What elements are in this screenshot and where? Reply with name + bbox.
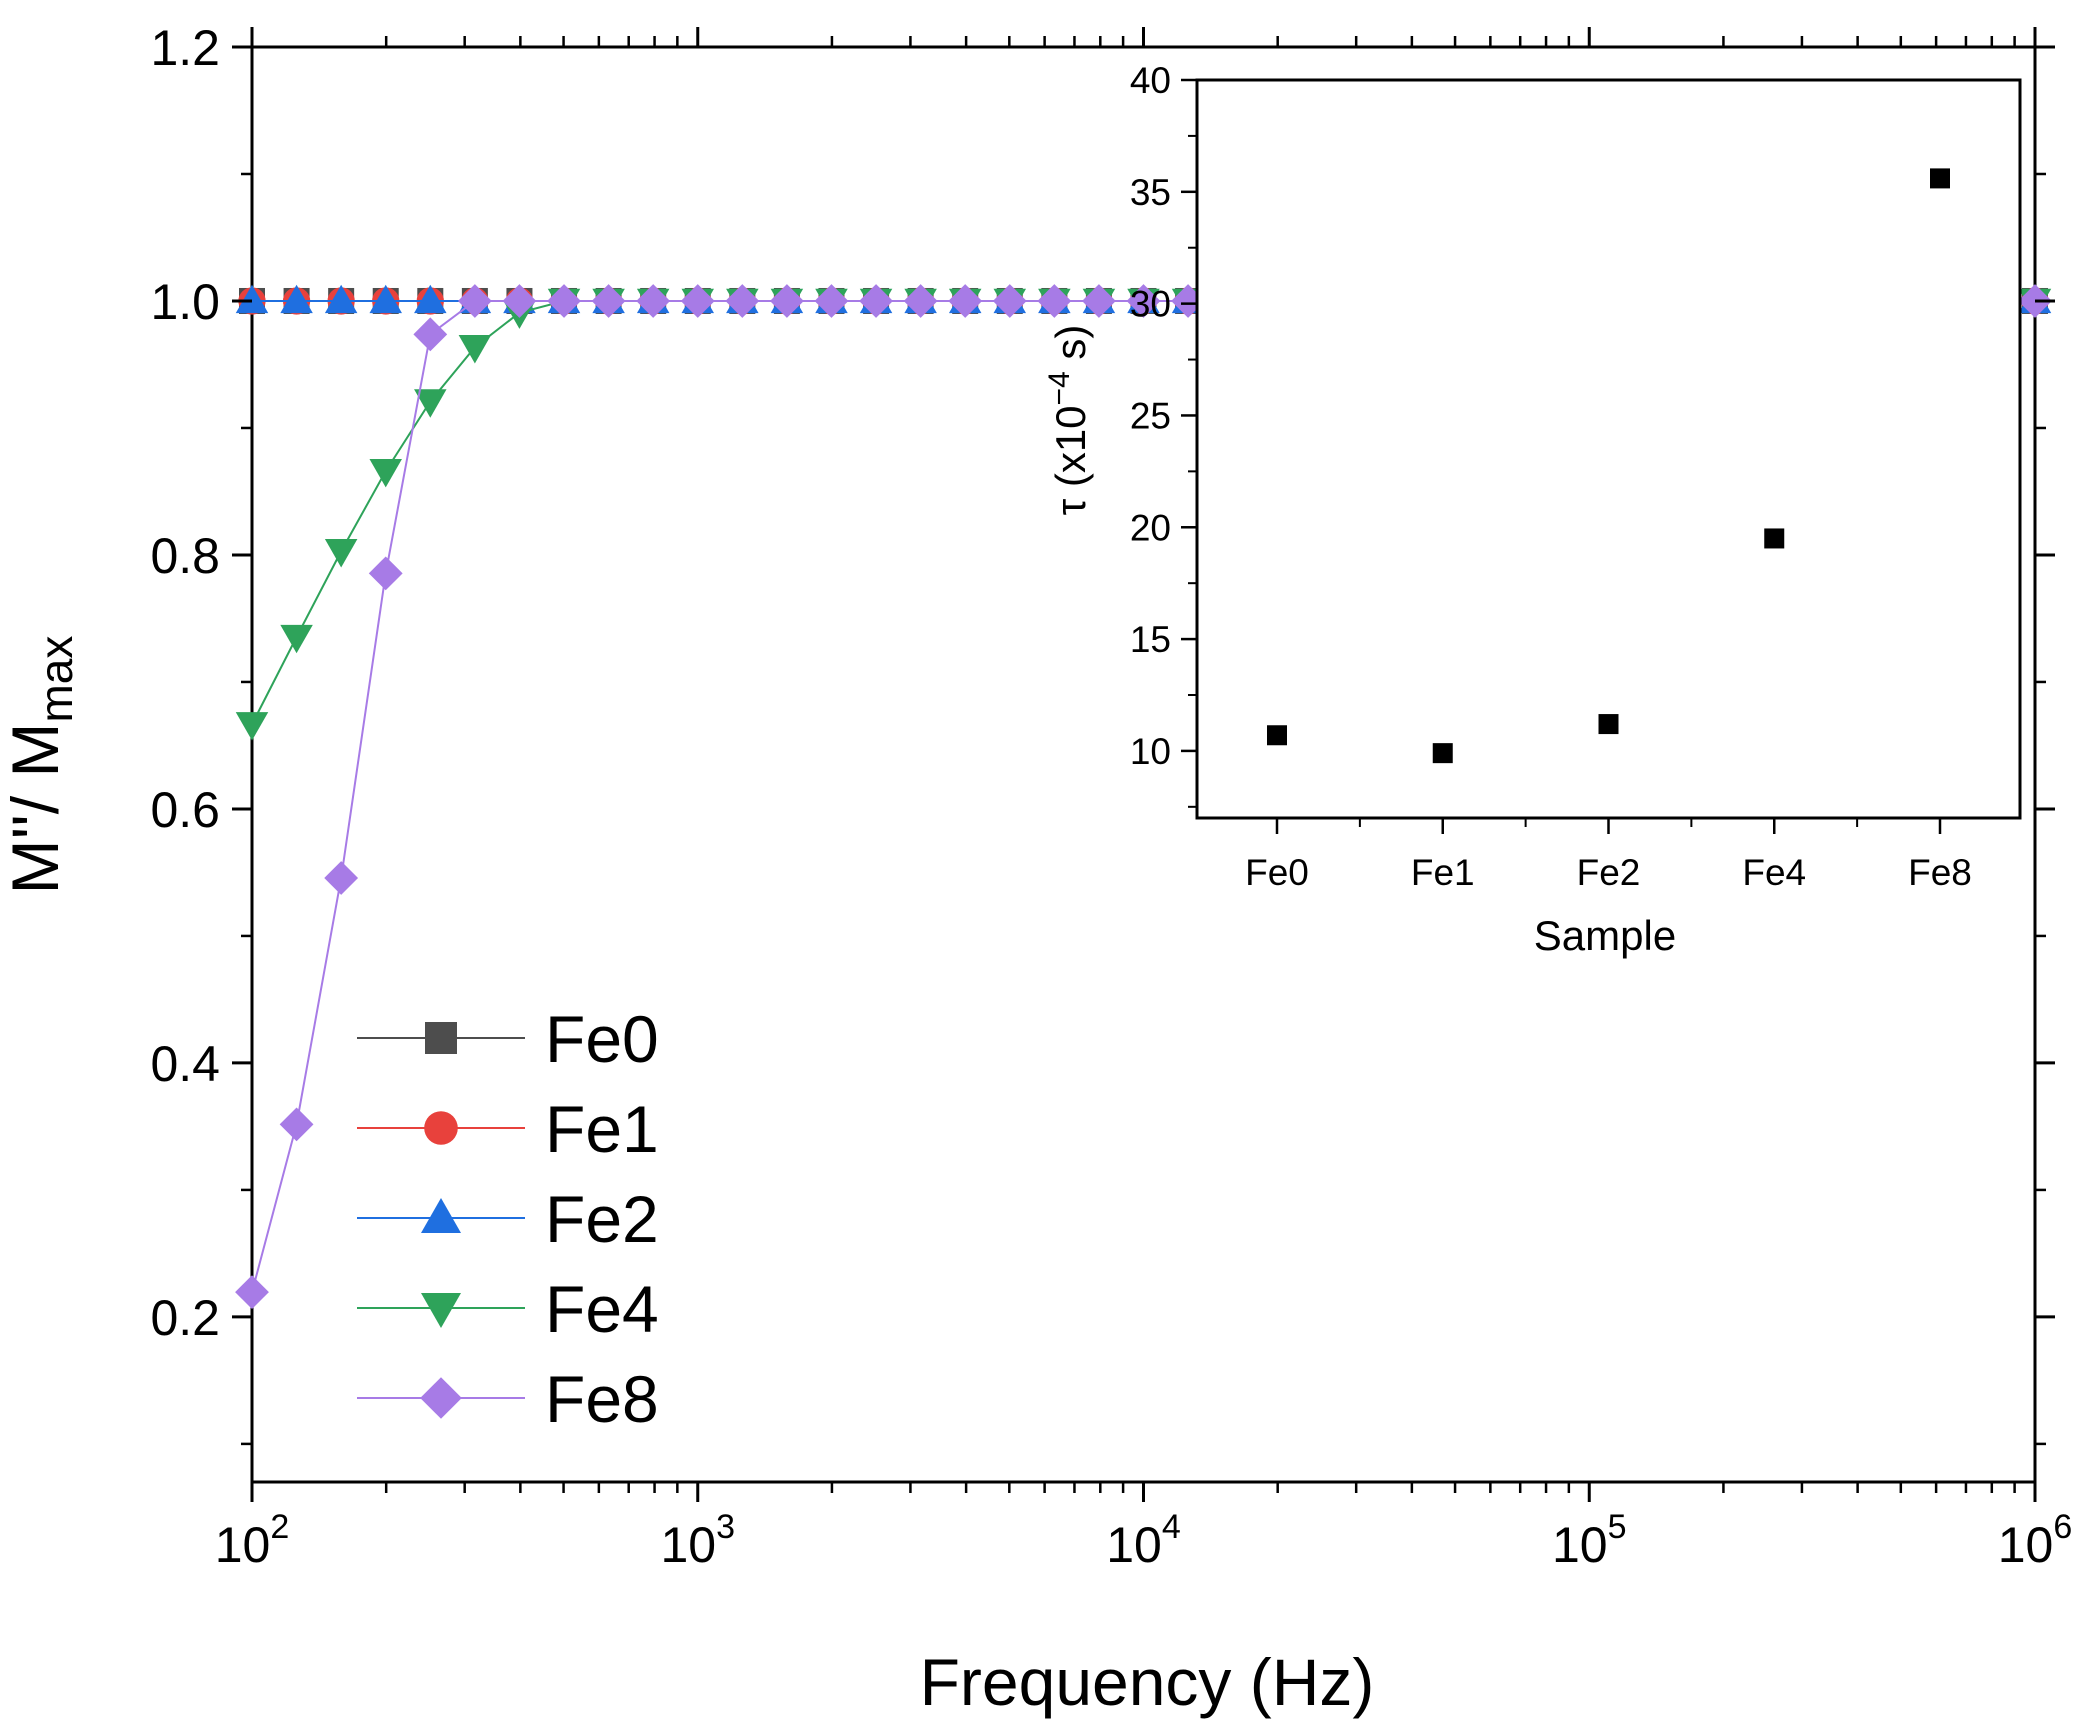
legend-item-Fe2: Fe2 bbox=[357, 1182, 659, 1256]
inset-y-tick-label: 15 bbox=[1130, 619, 1171, 660]
inset-y-tick-label: 30 bbox=[1130, 284, 1171, 325]
inset-y-tick-label: 35 bbox=[1130, 172, 1171, 213]
legend-label: Fe0 bbox=[545, 1002, 659, 1076]
y-tick-label: 0.2 bbox=[150, 1290, 220, 1346]
inset-x-tick-label: Fe4 bbox=[1742, 852, 1806, 893]
inset-x-axis-title: Sample bbox=[1534, 912, 1676, 959]
data-point-Fe8 bbox=[636, 284, 671, 318]
legend-label: Fe8 bbox=[545, 1362, 659, 1436]
main-y-axis-title-subscript: max bbox=[30, 636, 82, 723]
legend-marker-Fe2 bbox=[421, 1198, 461, 1233]
data-point-Fe4 bbox=[369, 458, 402, 488]
legend-item-Fe0: Fe0 bbox=[357, 1002, 659, 1076]
data-point-Fe8 bbox=[1126, 284, 1161, 318]
legend-marker-Fe8 bbox=[420, 1377, 462, 1419]
y-tick-label: 0.4 bbox=[150, 1036, 220, 1092]
inset-y-tick-label: 20 bbox=[1130, 507, 1171, 548]
x-tick-label: 103 bbox=[660, 1508, 735, 1573]
data-point-Fe8 bbox=[859, 284, 893, 318]
legend-item-Fe4: Fe4 bbox=[357, 1272, 659, 1346]
main-y-axis-title: M''/ Mmax bbox=[0, 636, 82, 895]
data-point-Fe8 bbox=[770, 284, 804, 318]
x-tick-label: 102 bbox=[215, 1508, 290, 1573]
data-point-Fe2 bbox=[280, 284, 313, 314]
data-point-Fe4 bbox=[235, 712, 269, 741]
inset-x-tick-label: Fe2 bbox=[1577, 852, 1641, 893]
data-point-Fe8 bbox=[591, 284, 626, 318]
data-point-Fe4 bbox=[324, 539, 358, 568]
legend-marker-Fe1 bbox=[424, 1111, 458, 1145]
data-point-Fe8 bbox=[725, 284, 760, 318]
inset-x-tick-label: Fe0 bbox=[1245, 852, 1309, 893]
inset-point-Fe4 bbox=[1764, 528, 1785, 549]
inset-y-tick-label: 10 bbox=[1130, 731, 1171, 772]
x-tick-label: 104 bbox=[1106, 1508, 1181, 1573]
data-point-Fe8 bbox=[1037, 284, 1072, 318]
y-tick-label: 1.0 bbox=[150, 274, 220, 330]
inset-y-axis-title-tail: s) bbox=[1047, 325, 1094, 372]
data-point-Fe8 bbox=[368, 556, 403, 591]
inset-background bbox=[1197, 80, 2020, 818]
inset-y-tick-label: 40 bbox=[1130, 60, 1171, 101]
inset-x-tick-label: Fe8 bbox=[1908, 852, 1972, 893]
main-x-axis-title: Frequency (Hz) bbox=[920, 1645, 1375, 1719]
legend-marker-Fe4 bbox=[421, 1293, 461, 1328]
data-point-Fe8 bbox=[814, 284, 849, 318]
data-point-Fe8 bbox=[903, 284, 938, 318]
legend-marker-Fe0 bbox=[425, 1022, 457, 1054]
data-point-Fe8 bbox=[547, 284, 581, 318]
inset-point-Fe1 bbox=[1432, 743, 1453, 764]
data-point-Fe4 bbox=[414, 389, 447, 418]
inset-point-Fe8 bbox=[1930, 168, 1950, 189]
y-tick-label: 0.6 bbox=[150, 782, 220, 838]
inset-x-tick-label: Fe1 bbox=[1411, 852, 1475, 893]
data-point-Fe8 bbox=[235, 1275, 269, 1310]
x-tick-label: 106 bbox=[1998, 1508, 2073, 1573]
x-tick-label: 105 bbox=[1552, 1508, 1627, 1573]
inset-y-axis-ticks: 10 15 20 25 30 35 40 bbox=[1130, 60, 1197, 808]
data-point-Fe8 bbox=[680, 284, 715, 318]
inset-point-Fe2 bbox=[1598, 714, 1619, 735]
legend-item-Fe8: Fe8 bbox=[357, 1362, 659, 1436]
inset-x-axis-ticks: Fe0 Fe1 Fe2 Fe4 Fe8 bbox=[1245, 818, 1972, 893]
data-point-Fe8 bbox=[948, 284, 983, 318]
y-tick-label: 0.8 bbox=[150, 528, 220, 584]
y-tick-label: 1.2 bbox=[150, 20, 220, 76]
inset-y-axis-title-exponent: −4 bbox=[1043, 371, 1076, 405]
inset-point-Fe0 bbox=[1267, 725, 1287, 746]
data-point-Fe2 bbox=[235, 284, 269, 314]
data-point-Fe2 bbox=[369, 284, 402, 314]
data-point-Fe8 bbox=[457, 284, 492, 318]
data-point-Fe8 bbox=[1082, 284, 1116, 318]
inset-plot: Fe0 Fe1 Fe2 Fe4 Fe8 10 15 20 25 30 35 40 Sample τ … bbox=[1043, 60, 2022, 959]
main-y-axis-title-base: M''/ M bbox=[0, 723, 72, 895]
inset-y-axis-title: τ (x10−4 s) bbox=[1043, 325, 1094, 516]
data-point-Fe8 bbox=[413, 317, 448, 352]
data-point-Fe8 bbox=[279, 1107, 314, 1142]
inset-points-group bbox=[1267, 168, 1950, 764]
main-x-axis-ticks: 102 103 104 105 106 bbox=[215, 27, 2073, 1573]
inset-y-axis-title-base: τ (x10 bbox=[1047, 405, 1094, 515]
legend-label: Fe2 bbox=[545, 1182, 659, 1256]
data-point-Fe8 bbox=[992, 284, 1027, 318]
data-point-Fe2 bbox=[414, 284, 447, 314]
data-point-Fe2 bbox=[324, 284, 358, 314]
data-point-Fe8 bbox=[324, 861, 359, 895]
data-point-Fe8 bbox=[1171, 284, 1205, 318]
legend-label: Fe4 bbox=[545, 1272, 659, 1346]
legend: Fe0 Fe1 Fe2 Fe4 Fe8 bbox=[357, 1002, 659, 1436]
data-point-Fe4 bbox=[280, 624, 313, 654]
data-point-Fe4 bbox=[458, 335, 492, 364]
main-y-axis-ticks: 0.2 0.4 0.6 0.8 1.0 1.2 bbox=[150, 20, 2055, 1446]
legend-item-Fe1: Fe1 bbox=[357, 1092, 659, 1166]
data-point-Fe8 bbox=[502, 284, 537, 318]
inset-y-tick-label: 25 bbox=[1130, 395, 1171, 436]
legend-label: Fe1 bbox=[545, 1092, 659, 1166]
